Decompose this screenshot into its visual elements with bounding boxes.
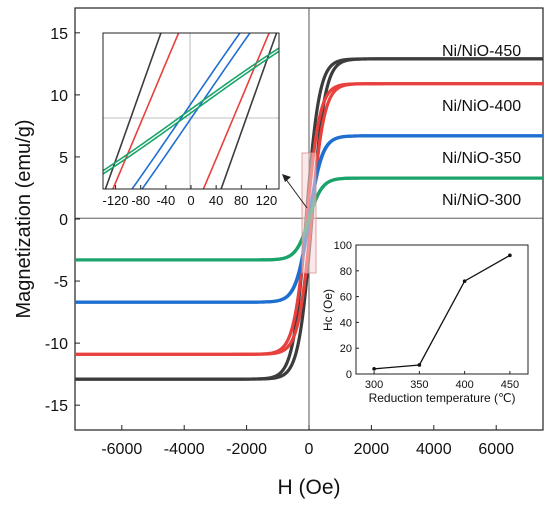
zoom-x-tick-label: -80	[131, 193, 150, 208]
y-axis-title: Magnetization (emu/g)	[13, 120, 35, 319]
y-tick-label: -15	[45, 398, 68, 415]
hc-line	[374, 254, 511, 370]
hc-inset-series	[372, 253, 512, 371]
x-tick-label: -2000	[226, 441, 267, 458]
hc-x-tick-label: 300	[365, 379, 383, 391]
zoom-x-tick-label: 80	[234, 193, 248, 208]
y-tick-label: -10	[45, 336, 68, 353]
hc-inset-y-title: Hc (Oe)	[321, 289, 335, 331]
hc-inset-x-title: Reduction temperature (℃)	[369, 391, 516, 405]
y-tick-label: 15	[50, 26, 68, 43]
hc-inset-frame	[355, 244, 529, 375]
zoom-x-tick-label: 40	[209, 193, 223, 208]
x-tick-label: 2000	[354, 441, 390, 458]
hc-y-tick-label: 0	[346, 369, 352, 381]
main-axis-ticks: -6000 -4000 -2000 0 2000 4000 6000-15-10-50510…	[45, 26, 514, 458]
y-tick-label: 5	[59, 150, 68, 167]
x-tick-label: -4000	[164, 441, 205, 458]
y-tick-label: 10	[50, 88, 68, 105]
hc-y-tick-label: 80	[340, 266, 352, 278]
hc-point	[417, 363, 422, 367]
zoom-x-tick-label: -120	[103, 193, 129, 208]
zoom-branch-lower	[220, 33, 278, 189]
zoom-branch-upper	[103, 47, 279, 172]
hc-y-tick-label: 60	[340, 292, 352, 304]
zoom-region-marker	[301, 152, 317, 274]
hc-x-tick-label: 450	[501, 379, 519, 391]
y-tick-label: -5	[54, 274, 68, 291]
hc-y-tick-label: 100	[334, 240, 352, 252]
y-tick-label: 0	[59, 212, 68, 229]
zoom-x-tick-label: -40	[156, 193, 175, 208]
hc-y-tick-label: 20	[340, 343, 352, 355]
hc-y-tick-label: 40	[340, 317, 352, 329]
series-label-350: Ni/NiO-350	[442, 150, 521, 167]
zoom-branch-lower	[202, 33, 270, 189]
zoom-branch-upper	[104, 33, 162, 189]
zoom-branch-upper	[112, 33, 180, 189]
x-tick-label: 6000	[478, 441, 514, 458]
zoom-inset-background	[103, 33, 279, 189]
hc-point	[508, 253, 512, 258]
zoom-x-tick-label: 0	[187, 193, 194, 208]
zoom-branch-lower	[103, 50, 279, 175]
series-label-400: Ni/NiO-400	[442, 98, 521, 115]
x-tick-label: -6000	[101, 441, 142, 458]
zoom-x-tick-label: 120	[256, 193, 278, 208]
series-label-450: Ni/NiO-450	[442, 43, 521, 60]
zoom-arrow-line	[284, 177, 308, 209]
x-tick-label: 0	[305, 441, 314, 458]
hc-point	[462, 279, 467, 283]
series-label-300: Ni/NiO-300	[442, 192, 521, 209]
hc-inset-ticks: 300 350 400 450 0 20 40 60 80 100	[334, 240, 519, 391]
hc-x-tick-label: 350	[410, 379, 428, 391]
x-axis-title: H (Oe)	[278, 476, 341, 499]
zoom-inset-ticks: -120 -80 -40 0 40 80 120	[103, 185, 278, 208]
hc-x-tick-label: 400	[455, 379, 473, 391]
zoom-arrow-head	[282, 174, 291, 182]
hc-point	[372, 367, 376, 371]
x-tick-label: 4000	[416, 441, 452, 458]
